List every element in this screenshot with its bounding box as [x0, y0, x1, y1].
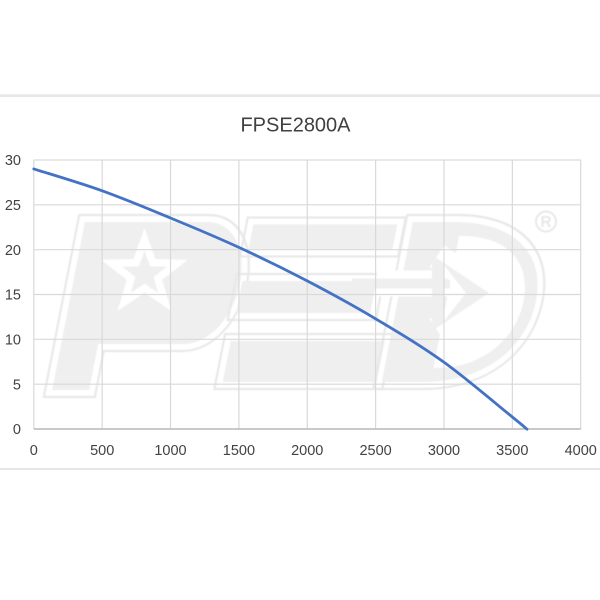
svg-text:500: 500 — [90, 443, 114, 459]
svg-text:15: 15 — [5, 288, 21, 304]
svg-text:1500: 1500 — [223, 443, 255, 459]
svg-text:20: 20 — [5, 243, 21, 259]
svg-text:4000: 4000 — [565, 443, 597, 459]
svg-text:5: 5 — [13, 377, 21, 393]
svg-text:30: 30 — [5, 153, 21, 169]
svg-text:FPSE2800A: FPSE2800A — [240, 115, 351, 137]
svg-text:0: 0 — [13, 422, 21, 438]
svg-text:2500: 2500 — [359, 443, 391, 459]
svg-text:25: 25 — [5, 198, 21, 214]
svg-text:3500: 3500 — [496, 443, 528, 459]
svg-text:10: 10 — [5, 333, 21, 349]
svg-text:1000: 1000 — [154, 443, 186, 459]
svg-text:R: R — [540, 214, 551, 231]
svg-text:2000: 2000 — [291, 443, 323, 459]
svg-text:0: 0 — [30, 443, 38, 459]
svg-text:3000: 3000 — [428, 443, 460, 459]
